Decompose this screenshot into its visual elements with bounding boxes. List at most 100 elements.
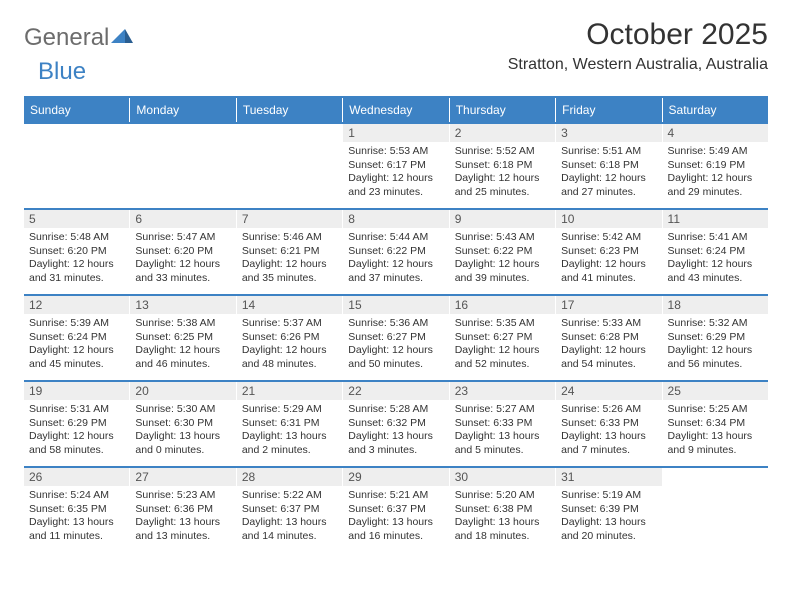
day-number: 2 [450, 124, 555, 142]
daylight-line: Daylight: 13 hours and 14 minutes. [242, 516, 337, 543]
day-number [24, 124, 129, 142]
daylight-line: Daylight: 13 hours and 11 minutes. [29, 516, 124, 543]
daylight-line: Daylight: 12 hours and 58 minutes. [29, 430, 124, 457]
daylight-line: Daylight: 13 hours and 9 minutes. [668, 430, 763, 457]
sunset-line: Sunset: 6:37 PM [242, 503, 337, 517]
daylight-line: Daylight: 13 hours and 2 minutes. [242, 430, 337, 457]
sunset-line: Sunset: 6:24 PM [668, 245, 763, 259]
sunrise-line: Sunrise: 5:23 AM [135, 489, 230, 503]
sunrise-line: Sunrise: 5:32 AM [668, 317, 763, 331]
day-cell: 8Sunrise: 5:44 AMSunset: 6:22 PMDaylight… [342, 210, 448, 294]
daylight-line: Daylight: 13 hours and 0 minutes. [135, 430, 230, 457]
dow-cell: Thursday [449, 98, 555, 122]
logo-word-2: Blue [38, 58, 86, 86]
dow-cell: Sunday [24, 98, 129, 122]
daylight-line: Daylight: 12 hours and 45 minutes. [29, 344, 124, 371]
day-body: Sunrise: 5:44 AMSunset: 6:22 PMDaylight:… [343, 228, 448, 291]
sunrise-line: Sunrise: 5:33 AM [561, 317, 656, 331]
day-cell: 2Sunrise: 5:52 AMSunset: 6:18 PMDaylight… [449, 124, 555, 208]
day-cell: 31Sunrise: 5:19 AMSunset: 6:39 PMDayligh… [555, 468, 661, 552]
day-body: Sunrise: 5:32 AMSunset: 6:29 PMDaylight:… [663, 314, 768, 377]
sunrise-line: Sunrise: 5:30 AM [135, 403, 230, 417]
sunrise-line: Sunrise: 5:52 AM [455, 145, 550, 159]
sunrise-line: Sunrise: 5:36 AM [348, 317, 443, 331]
day-body: Sunrise: 5:42 AMSunset: 6:23 PMDaylight:… [556, 228, 661, 291]
sunset-line: Sunset: 6:31 PM [242, 417, 337, 431]
day-number: 18 [663, 296, 768, 314]
day-body: Sunrise: 5:51 AMSunset: 6:18 PMDaylight:… [556, 142, 661, 205]
day-number: 24 [556, 382, 661, 400]
sunset-line: Sunset: 6:22 PM [348, 245, 443, 259]
sunset-line: Sunset: 6:38 PM [455, 503, 550, 517]
day-cell: 12Sunrise: 5:39 AMSunset: 6:24 PMDayligh… [24, 296, 129, 380]
sunset-line: Sunset: 6:29 PM [29, 417, 124, 431]
dow-row: SundayMondayTuesdayWednesdayThursdayFrid… [24, 98, 768, 122]
day-number: 13 [130, 296, 235, 314]
day-number: 19 [24, 382, 129, 400]
day-body: Sunrise: 5:48 AMSunset: 6:20 PMDaylight:… [24, 228, 129, 291]
day-body: Sunrise: 5:39 AMSunset: 6:24 PMDaylight:… [24, 314, 129, 377]
sunrise-line: Sunrise: 5:41 AM [668, 231, 763, 245]
day-cell: 7Sunrise: 5:46 AMSunset: 6:21 PMDaylight… [236, 210, 342, 294]
day-body: Sunrise: 5:41 AMSunset: 6:24 PMDaylight:… [663, 228, 768, 291]
day-cell: 21Sunrise: 5:29 AMSunset: 6:31 PMDayligh… [236, 382, 342, 466]
day-body: Sunrise: 5:25 AMSunset: 6:34 PMDaylight:… [663, 400, 768, 463]
sunset-line: Sunset: 6:20 PM [29, 245, 124, 259]
day-cell: 13 Sunrise: 5:38 AMSunset: 6:25 PMDayligh… [129, 296, 235, 380]
day-cell: 22Sunrise: 5:28 AMSunset: 6:32 PMDayligh… [342, 382, 448, 466]
day-cell: 19 Sunrise: 5:31 AMSunset: 6:29 PMDayligh… [24, 382, 129, 466]
sunrise-line: Sunrise: 5:27 AM [455, 403, 550, 417]
sunrise-line: Sunrise: 5:29 AM [242, 403, 337, 417]
logo-word-1: General [24, 24, 109, 52]
day-body: Sunrise: 5:30 AMSunset: 6:30 PMDaylight:… [130, 400, 235, 463]
sunrise-line: Sunrise: 5:37 AM [242, 317, 337, 331]
day-number: 30 [450, 468, 555, 486]
daylight-line: Daylight: 12 hours and 46 minutes. [135, 344, 230, 371]
day-number: 31 [556, 468, 661, 486]
sunset-line: Sunset: 6:33 PM [561, 417, 656, 431]
daylight-line: Daylight: 12 hours and 41 minutes. [561, 258, 656, 285]
day-body: Sunrise: 5:19 AMSunset: 6:39 PMDaylight:… [556, 486, 661, 549]
daylight-line: Daylight: 12 hours and 43 minutes. [668, 258, 763, 285]
daylight-line: Daylight: 13 hours and 20 minutes. [561, 516, 656, 543]
sunset-line: Sunset: 6:17 PM [348, 159, 443, 173]
sunset-line: Sunset: 6:23 PM [561, 245, 656, 259]
day-body [663, 486, 768, 494]
daylight-line: Daylight: 12 hours and 37 minutes. [348, 258, 443, 285]
sunset-line: Sunset: 6:32 PM [348, 417, 443, 431]
day-number: 3 [556, 124, 661, 142]
day-number [237, 124, 342, 142]
sunset-line: Sunset: 6:22 PM [455, 245, 550, 259]
day-cell: 9Sunrise: 5:43 AMSunset: 6:22 PMDaylight… [449, 210, 555, 294]
sunrise-line: Sunrise: 5:22 AM [242, 489, 337, 503]
day-cell: 4Sunrise: 5:49 AMSunset: 6:19 PMDaylight… [662, 124, 768, 208]
sunrise-line: Sunrise: 5:28 AM [348, 403, 443, 417]
title-block: October 2025 Stratton, Western Australia… [508, 18, 768, 82]
day-body: Sunrise: 5:47 AMSunset: 6:20 PMDaylight:… [130, 228, 235, 291]
sunrise-line: Sunrise: 5:24 AM [29, 489, 124, 503]
month-title: October 2025 [508, 18, 768, 52]
sunrise-line: Sunrise: 5:38 AM [135, 317, 230, 331]
day-body: Sunrise: 5:28 AMSunset: 6:32 PMDaylight:… [343, 400, 448, 463]
day-number: 9 [450, 210, 555, 228]
sunrise-line: Sunrise: 5:48 AM [29, 231, 124, 245]
day-number: 20 [130, 382, 235, 400]
sunset-line: Sunset: 6:26 PM [242, 331, 337, 345]
day-body: Sunrise: 5:53 AMSunset: 6:17 PMDaylight:… [343, 142, 448, 205]
calendar: SundayMondayTuesdayWednesdayThursdayFrid… [24, 96, 768, 552]
day-cell: 30Sunrise: 5:20 AMSunset: 6:38 PMDayligh… [449, 468, 555, 552]
day-cell: 10Sunrise: 5:42 AMSunset: 6:23 PMDayligh… [555, 210, 661, 294]
sunset-line: Sunset: 6:25 PM [135, 331, 230, 345]
daylight-line: Daylight: 12 hours and 35 minutes. [242, 258, 337, 285]
sunset-line: Sunset: 6:30 PM [135, 417, 230, 431]
day-cell: 28 Sunrise: 5:22 AMSunset: 6:37 PMDayligh… [236, 468, 342, 552]
day-cell [129, 124, 235, 208]
daylight-line: Daylight: 12 hours and 50 minutes. [348, 344, 443, 371]
day-number: 16 [450, 296, 555, 314]
day-number: 28 [237, 468, 342, 486]
day-body: Sunrise: 5:27 AMSunset: 6:33 PMDaylight:… [450, 400, 555, 463]
sunset-line: Sunset: 6:39 PM [561, 503, 656, 517]
sunrise-line: Sunrise: 5:31 AM [29, 403, 124, 417]
day-number: 8 [343, 210, 448, 228]
day-cell: 15Sunrise: 5:36 AMSunset: 6:27 PMDayligh… [342, 296, 448, 380]
